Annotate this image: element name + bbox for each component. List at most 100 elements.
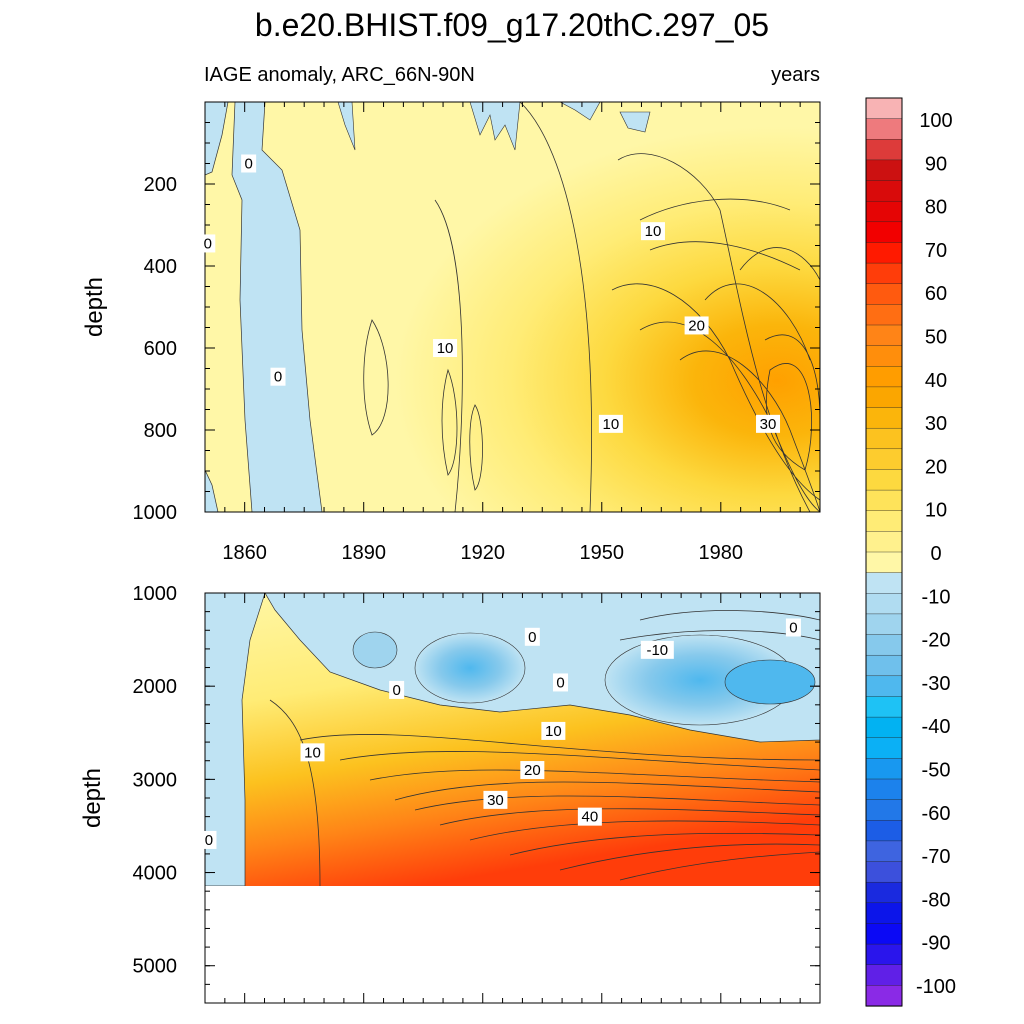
y-tick-label: 600 — [144, 338, 177, 360]
upper-ticks — [204, 101, 821, 513]
contour-label: 0 — [204, 235, 212, 252]
contour-label: 0 — [556, 674, 564, 691]
contour-label-box — [684, 316, 709, 335]
colorbar-swatch — [865, 262, 903, 285]
colorbar-label: -90 — [922, 933, 951, 955]
contour-label-box — [241, 154, 257, 173]
colorbar-swatch — [865, 366, 903, 388]
contour-label-box — [640, 222, 665, 241]
chart-title: b.e20.BHIST.f09_g17.20thC.297_05 — [255, 7, 769, 43]
contour-label: 20 — [524, 762, 541, 779]
upper-surface-specks — [337, 102, 651, 151]
colorbar-label: -50 — [922, 760, 951, 782]
contour-label: 10 — [304, 744, 321, 761]
colorbar-swatch — [865, 283, 903, 305]
colorbar-swatch — [865, 923, 903, 945]
contour-label-box — [640, 640, 674, 659]
colorbar-swatch — [865, 985, 903, 1007]
y-tick-label: 800 — [144, 420, 177, 442]
contour-label: 0 — [205, 832, 213, 849]
colorbar-swatch — [865, 778, 903, 801]
contour-label: 30 — [760, 416, 777, 433]
colorbar-swatch — [865, 180, 903, 202]
contour-label-box — [201, 830, 217, 849]
x-tick-label: 1890 — [341, 542, 386, 564]
contour-label: 0 — [392, 682, 400, 699]
colorbar-swatch — [865, 902, 903, 925]
colorbar-label: 10 — [925, 500, 947, 522]
colorbar-label: 100 — [919, 110, 952, 132]
colorbar-swatch — [865, 531, 903, 553]
colorbar-swatch — [865, 613, 903, 636]
colorbar: 1009080706050403020100-10-20-30-40-50-60… — [865, 97, 956, 1007]
colorbar-label: -20 — [922, 630, 951, 652]
colorbar-swatch — [865, 861, 903, 883]
colorbar-swatch — [865, 324, 903, 347]
contour-label-box — [756, 414, 781, 433]
contour-label-box — [433, 339, 458, 357]
colorbar-swatch — [865, 758, 903, 780]
contour-label-box — [300, 743, 325, 762]
colorbar-swatch — [865, 634, 903, 656]
upper-contour-labels: 0 0 0 10 10 10 20 30 — [200, 154, 781, 433]
lower-blank-region — [205, 886, 820, 1003]
colorbar-swatch — [865, 799, 903, 821]
colorbar-label: -30 — [922, 673, 951, 695]
colorbar-label: 50 — [925, 327, 947, 349]
colorbar-label: -40 — [922, 716, 951, 738]
contour-label: 0 — [528, 629, 536, 646]
contour-label-box — [541, 721, 566, 740]
colorbar-label: 70 — [925, 240, 947, 262]
contour-label-box — [483, 790, 508, 809]
lower-y-tick-labels: 1000 2000 3000 4000 5000 — [133, 583, 178, 978]
upper-negative-bottom — [205, 469, 219, 512]
y-tick-label: 1000 — [133, 583, 178, 605]
lower-blue-core-2 — [352, 631, 398, 669]
contour-label: 10 — [603, 416, 620, 433]
colorbar-label: 60 — [925, 283, 947, 305]
colorbar-swatch — [865, 572, 903, 594]
contour-label: -10 — [646, 642, 668, 659]
colorbar-swatch — [865, 551, 903, 574]
upper-y-tick-labels: 200 400 600 800 1000 — [133, 174, 178, 524]
contour-label-box — [785, 618, 801, 637]
x-tick-labels: 1860 1890 1920 1950 1980 — [222, 542, 743, 564]
colorbar-label: -70 — [922, 846, 951, 868]
contour-label: 10 — [545, 723, 562, 740]
colorbar-swatch — [865, 118, 903, 140]
contour-label-box — [389, 680, 405, 699]
colorbar-swatch — [865, 97, 903, 120]
contour-label-box — [598, 414, 623, 433]
lower-ticks — [204, 592, 821, 1004]
colorbar-swatch — [865, 737, 903, 759]
colorbar-swatch — [865, 820, 903, 842]
colorbar-swatch — [865, 840, 903, 863]
y-tick-label: 2000 — [133, 676, 178, 698]
y-tick-label: 1000 — [133, 502, 178, 524]
colorbar-label: 30 — [925, 413, 947, 435]
contour-label-box — [524, 627, 540, 646]
lower-contour-labels: 0 0 0 -10 0 10 10 20 30 40 0 — [201, 618, 801, 849]
x-tick-label: 1980 — [699, 542, 744, 564]
x-tick-label: 1950 — [580, 542, 625, 564]
colorbar-swatch — [865, 716, 903, 739]
contour-label: 0 — [244, 156, 252, 173]
x-tick-label: 1860 — [222, 542, 267, 564]
colorbar-swatch — [865, 159, 903, 182]
contour-label: 40 — [582, 809, 599, 826]
colorbar-swatch — [865, 469, 903, 491]
colorbar-label: -80 — [922, 889, 951, 911]
colorbar-swatch — [865, 427, 903, 450]
colorbar-swatch — [865, 386, 903, 409]
colorbar-swatch — [865, 139, 903, 161]
colorbar-swatch — [865, 510, 903, 532]
contour-label: 10 — [437, 340, 454, 357]
y-tick-label: 3000 — [133, 769, 178, 791]
colorbar-label: 0 — [930, 543, 941, 565]
upper-negative-band — [231, 102, 323, 512]
contour-label-box — [270, 367, 286, 386]
colorbar-swatch — [865, 654, 903, 677]
